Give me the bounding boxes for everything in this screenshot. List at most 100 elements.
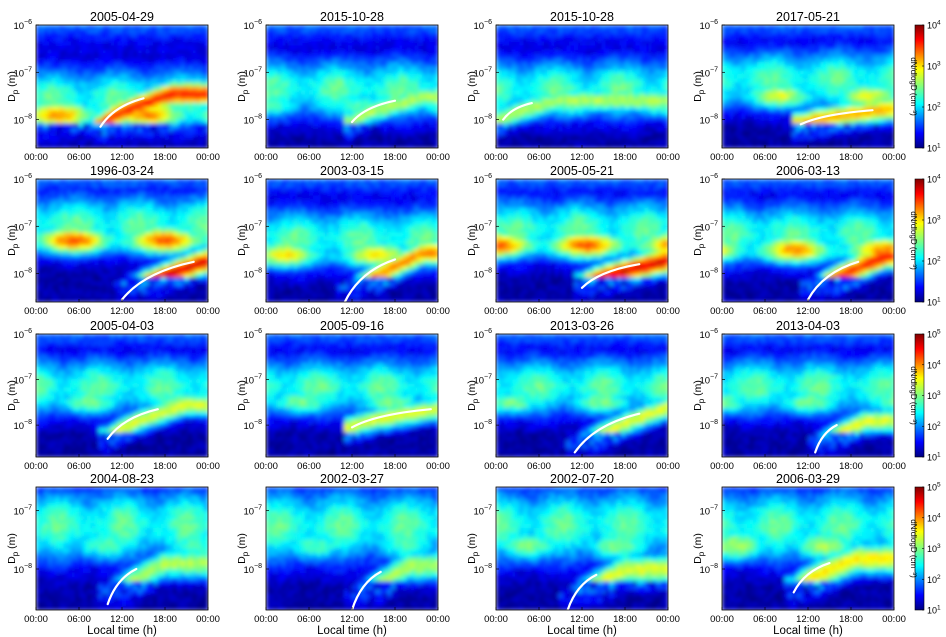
colorbar-tick-label: 103 (927, 215, 941, 226)
x-tick-label: 00:00 (882, 152, 906, 163)
colorbar-tick-label: 103 (927, 543, 941, 554)
x-tick-label: 00:00 (254, 614, 278, 625)
y-tick-label: 10−6 (13, 173, 32, 186)
heatmap-panel-8 (722, 179, 894, 302)
heatmap-panel-3 (496, 25, 668, 148)
heatmap-panel-2 (266, 25, 438, 148)
y-tick-label: 10−8 (473, 563, 492, 576)
y-tick-label: 10−8 (699, 268, 718, 281)
y-axis-label: Dp (m) (466, 225, 480, 256)
y-tick-label: 10−8 (699, 419, 718, 432)
x-tick-label: 00:00 (656, 152, 680, 163)
heatmap-panel-16 (722, 487, 894, 610)
x-tick-label: 00:00 (196, 614, 220, 625)
y-tick-label: 10−8 (243, 419, 262, 432)
growth-curve-1 (99, 97, 145, 128)
y-axis-label: Dp (m) (236, 380, 250, 411)
heatmap-panel-13 (36, 487, 208, 610)
panel-title: 2002-07-20 (550, 472, 614, 486)
colorbar-tick-label: 101 (927, 605, 941, 616)
y-tick-label: 10−8 (699, 114, 718, 127)
x-tick-label: 18:00 (383, 461, 407, 472)
x-tick-label: 00:00 (196, 306, 220, 317)
x-tick-label: 00:00 (484, 306, 508, 317)
x-axis-label: Local time (h) (317, 625, 387, 637)
colorbar-gradient (914, 24, 925, 149)
x-tick-label: 00:00 (254, 461, 278, 472)
growth-curve-9 (106, 408, 159, 440)
x-tick-label: 00:00 (196, 461, 220, 472)
y-tick-label: 10−6 (473, 19, 492, 32)
colorbar-4: 105 104 103 102 101 dN/dlogD (cm⁻³) (909, 482, 941, 616)
x-tick-label: 00:00 (24, 614, 48, 625)
x-tick-label: 18:00 (153, 306, 177, 317)
y-axis-label: Dp (m) (692, 533, 706, 564)
growth-curve-12 (814, 424, 838, 454)
colorbar-tick-label: 105 (927, 482, 941, 493)
panel-1: 2005-04-29 00:00 06:00 12:00 18:00 00:00 10−6 1… (6, 10, 220, 163)
y-axis-label: Dp (m) (6, 71, 20, 102)
x-tick-label: 18:00 (839, 461, 863, 472)
x-tick-label: 00:00 (710, 614, 734, 625)
x-tick-label: 06:00 (67, 461, 91, 472)
x-tick-label: 06:00 (297, 306, 321, 317)
colorbar-tick-label: 102 (927, 574, 941, 585)
x-tick-label: 12:00 (570, 306, 594, 317)
panel-4: 2017-05-21 00:00 06:00 12:00 18:00 00:00 10−6 1… (692, 10, 906, 163)
panel-title: 2002-03-27 (320, 472, 384, 486)
x-tick-label: 12:00 (796, 614, 820, 625)
y-tick-label: 10−7 (243, 504, 262, 517)
x-tick-label: 18:00 (153, 461, 177, 472)
x-tick-label: 00:00 (24, 306, 48, 317)
panel-7: 2005-05-21 00:00 06:00 12:00 18:00 00:00 10−6 1… (466, 164, 680, 317)
panel-title: 2006-03-29 (776, 472, 840, 486)
x-tick-label: 18:00 (383, 614, 407, 625)
y-tick-label: 10−8 (473, 419, 492, 432)
panel-title: 2015-10-28 (320, 10, 384, 24)
colorbar-tick-label: 102 (927, 102, 941, 113)
x-tick-label: 18:00 (839, 306, 863, 317)
y-tick-label: 10−6 (699, 328, 718, 341)
heatmap-panel-4 (722, 25, 894, 148)
x-axis-label: Local time (h) (773, 625, 843, 637)
y-axis-label: Dp (m) (692, 225, 706, 256)
x-tick-label: 06:00 (753, 306, 777, 317)
panel-title: 2005-05-21 (550, 164, 614, 178)
y-tick-label: 10−6 (13, 328, 32, 341)
y-tick-label: 10−8 (699, 563, 718, 576)
x-tick-label: 12:00 (340, 614, 364, 625)
x-tick-label: 12:00 (570, 461, 594, 472)
panel-title: 2004-08-23 (90, 472, 154, 486)
colorbar-label: dN/dlogD (cm⁻³) (909, 211, 918, 270)
growth-curve-10 (350, 408, 432, 429)
x-tick-label: 06:00 (67, 306, 91, 317)
heatmap-panel-5 (36, 179, 208, 302)
x-tick-label: 06:00 (527, 461, 551, 472)
x-tick-label: 06:00 (527, 614, 551, 625)
panel-6: 2003-03-15 00:00 06:00 12:00 18:00 00:00 10−6 1… (236, 164, 450, 317)
panel-title: 2013-04-03 (776, 319, 840, 333)
colorbar-tick-label: 101 (927, 143, 941, 154)
x-tick-label: 00:00 (882, 614, 906, 625)
x-tick-label: 06:00 (297, 614, 321, 625)
x-tick-label: 12:00 (570, 614, 594, 625)
x-tick-label: 18:00 (613, 152, 637, 163)
y-tick-label: 10−8 (13, 268, 32, 281)
x-tick-label: 00:00 (882, 306, 906, 317)
x-tick-label: 18:00 (839, 614, 863, 625)
y-axis-label: Dp (m) (236, 71, 250, 102)
panel-10: 2005-09-16 00:00 06:00 12:00 18:00 00:00 10−6 1… (236, 319, 450, 472)
x-tick-label: 12:00 (110, 614, 134, 625)
colorbar-tick-label: 102 (927, 421, 941, 432)
y-tick-label: 10−7 (473, 504, 492, 517)
y-tick-label: 10−8 (13, 563, 32, 576)
x-tick-label: 00:00 (196, 152, 220, 163)
x-tick-label: 18:00 (153, 152, 177, 163)
y-tick-label: 10−6 (473, 173, 492, 186)
y-axis-label: Dp (m) (466, 380, 480, 411)
colorbar-label: dN/dlogD (cm⁻³) (909, 366, 918, 425)
y-axis-label: Dp (m) (692, 71, 706, 102)
y-axis-label: Dp (m) (466, 533, 480, 564)
colorbar-tick-label: 104 (927, 359, 941, 370)
panel-3: 2015-10-28 00:00 06:00 12:00 18:00 00:00 10−6 1… (466, 10, 680, 163)
